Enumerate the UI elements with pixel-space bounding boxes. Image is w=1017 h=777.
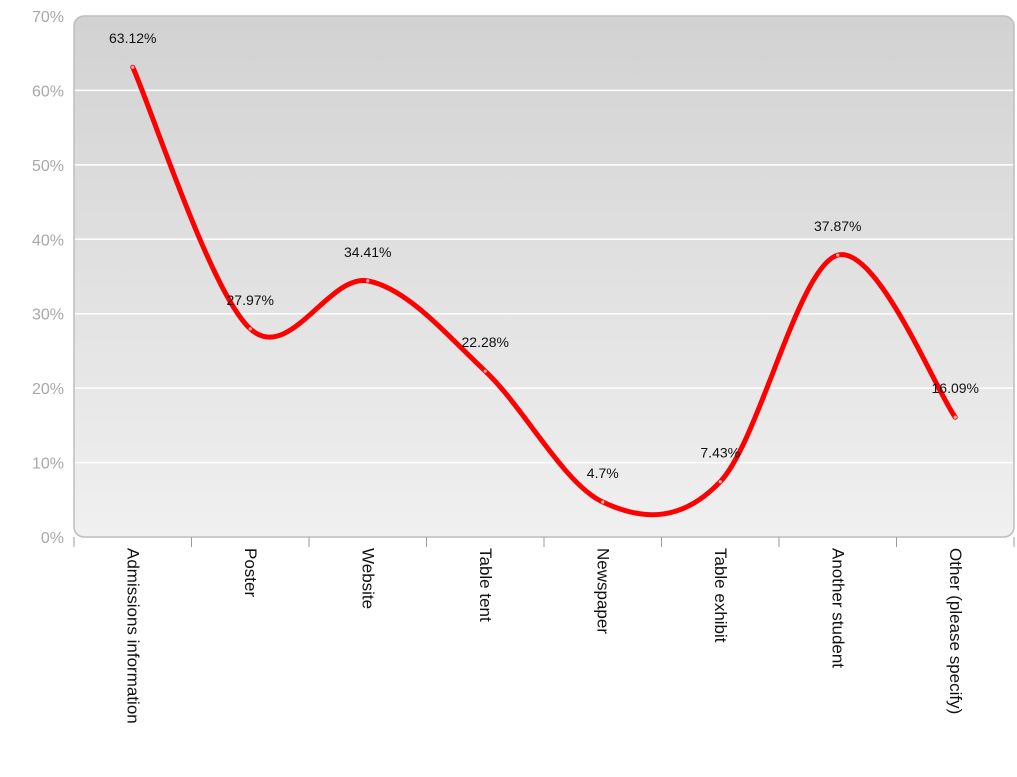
- y-tick-label: 20%: [32, 381, 64, 398]
- y-tick-label: 40%: [32, 232, 64, 249]
- y-tick-label: 0%: [41, 530, 64, 547]
- data-point: [836, 253, 840, 257]
- data-point: [601, 500, 605, 504]
- y-tick-label: 10%: [32, 456, 64, 473]
- x-tick-label: Website: [358, 548, 377, 609]
- data-labels: 63.12% 27.97% 34.41% 22.28% 4.7% 7.43% 37.87% 1…: [109, 30, 979, 481]
- data-point: [131, 65, 135, 69]
- y-axis: 0% 10% 20% 30% 40% 50% 60% 70%: [32, 9, 64, 547]
- y-tick-label: 30%: [32, 307, 64, 324]
- data-label: 34.41%: [344, 244, 391, 260]
- y-tick-label: 70%: [32, 9, 64, 26]
- data-label: 16.09%: [932, 380, 979, 396]
- data-point: [483, 369, 487, 373]
- series-line: [130, 64, 958, 518]
- y-tick-label: 60%: [32, 83, 64, 100]
- data-point: [366, 279, 370, 283]
- data-label: 4.7%: [587, 465, 619, 481]
- data-point: [718, 480, 722, 484]
- x-tick-label: Poster: [241, 548, 260, 597]
- x-tick-label: Another student: [828, 548, 847, 668]
- data-label: 27.97%: [227, 292, 274, 308]
- data-label: 37.87%: [814, 218, 861, 234]
- x-tick-label: Newspaper: [593, 548, 612, 634]
- data-point: [953, 415, 957, 419]
- x-tick-label: Table tent: [476, 548, 495, 622]
- x-axis: Admissions information Poster Website Table…: [73, 537, 1015, 724]
- data-label: 7.43%: [700, 445, 740, 461]
- x-tick-label: Other (please specify): [946, 548, 965, 714]
- data-label: 63.12%: [109, 30, 156, 46]
- x-tick-label: Table exhibit: [711, 548, 730, 643]
- x-tick-label: Admissions information: [123, 548, 142, 724]
- gridlines: [75, 89, 1013, 464]
- data-point: [248, 327, 252, 331]
- data-label: 22.28%: [462, 334, 509, 350]
- y-tick-label: 50%: [32, 158, 64, 175]
